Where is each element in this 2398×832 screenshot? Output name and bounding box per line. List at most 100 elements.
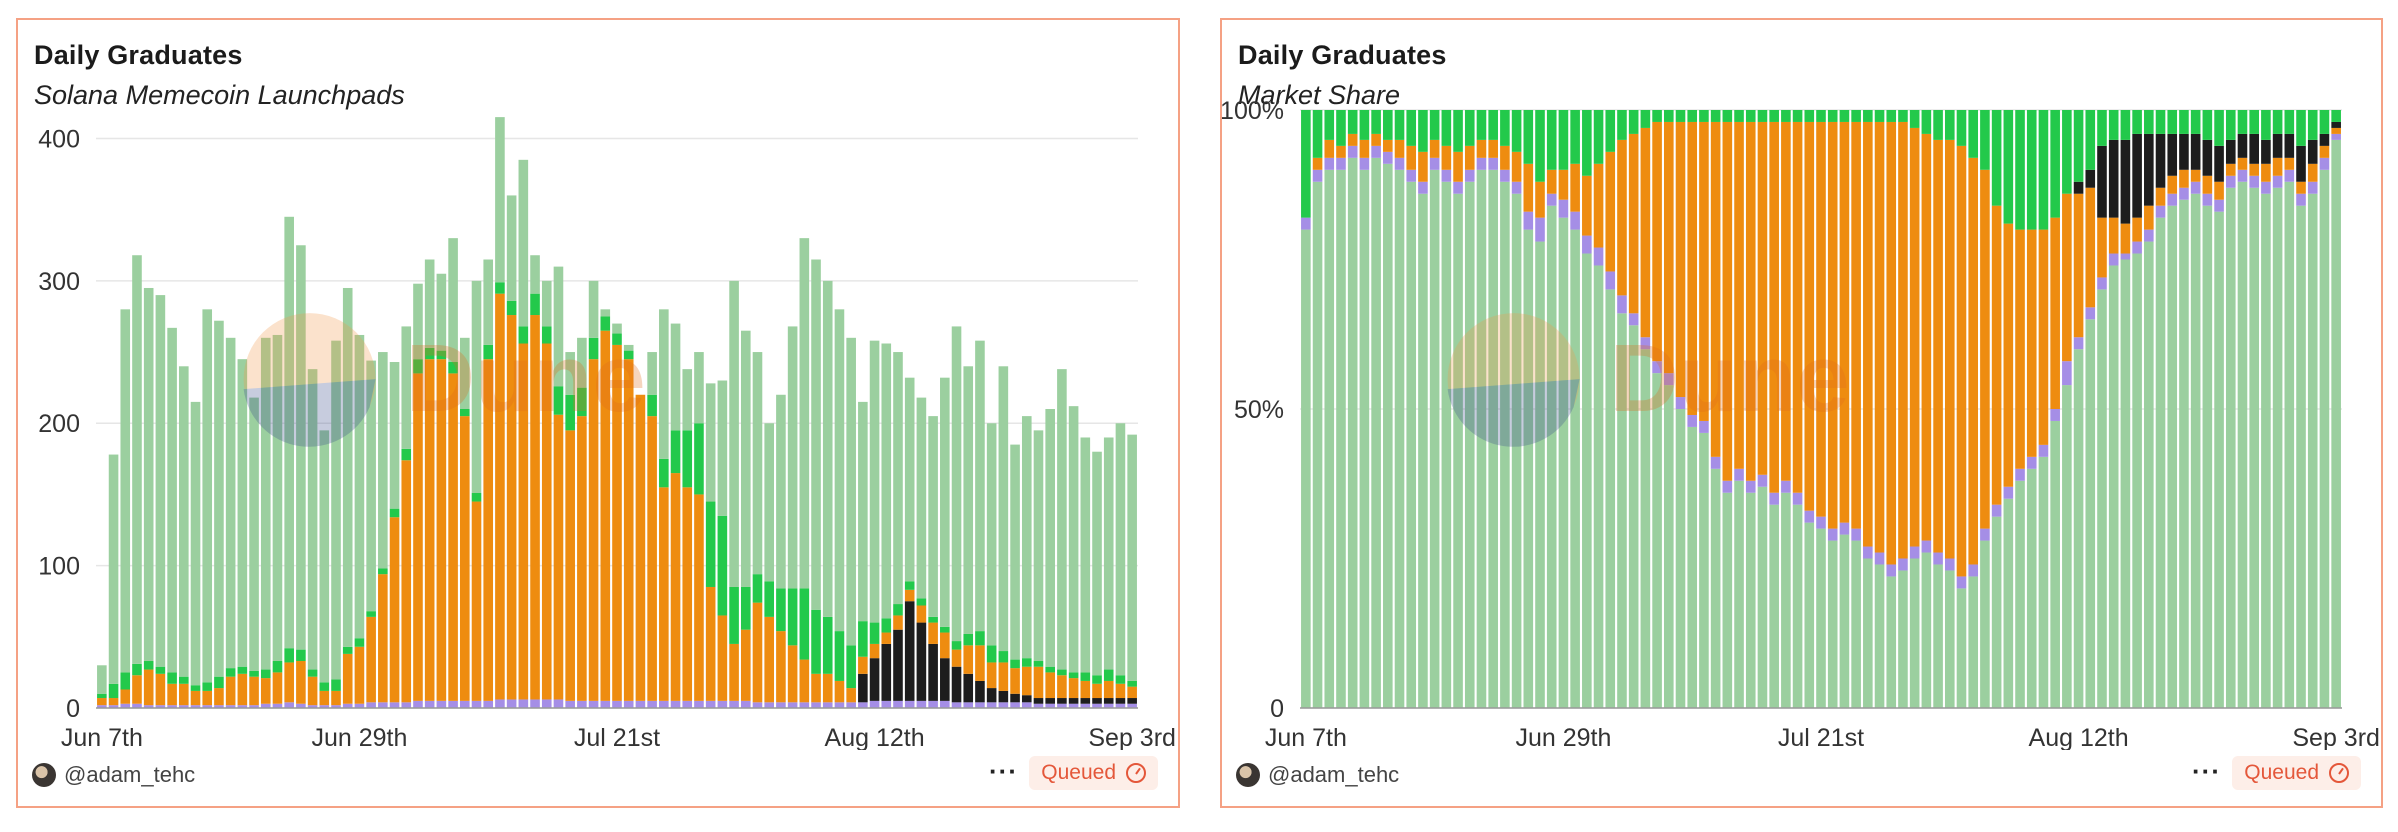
more-options-button[interactable]: ···: [2192, 756, 2221, 786]
bar-segment-pump: [1628, 325, 1639, 708]
bar-segment-purple: [2190, 181, 2201, 194]
bar-segment-pump: [1652, 373, 1662, 708]
bar-segment-purple: [1347, 145, 1358, 158]
bar-segment-moonshot: [1745, 121, 1756, 481]
bar-segment-pump: [565, 352, 575, 395]
bar-segment-green2: [822, 616, 833, 674]
more-options-button[interactable]: ···: [989, 756, 1018, 786]
bar-segment-moonshot: [471, 501, 482, 701]
bar-segment-pump: [108, 454, 119, 684]
bar-segment-black: [2190, 133, 2201, 170]
chart-card-left: Daily Graduates Solana Memecoin Launchpa…: [16, 18, 1180, 808]
bar-segment-moonshot: [1933, 139, 1943, 553]
bar-segment-pump: [1968, 576, 1978, 708]
status-badge[interactable]: Queued: [1029, 756, 1158, 790]
bar-segment-moonshot: [1429, 139, 1440, 158]
bar-segment-green2: [1664, 110, 1674, 122]
bar-segment-green2: [483, 344, 494, 360]
bar-segment-green2: [342, 646, 353, 654]
x-tick-label: Sep 3rd: [1088, 724, 1176, 750]
bar-segment-purple: [1757, 474, 1768, 487]
bar-segment-pump: [1874, 564, 1885, 708]
bar-segment-green2: [1792, 110, 1803, 122]
bar-segment-pump: [2202, 205, 2213, 708]
bar-segment-moonshot: [97, 698, 107, 706]
card-footer: @adam_tehc ··· Queued: [1222, 746, 2381, 806]
bar-segment-black: [2237, 133, 2248, 158]
bar-segment-pump: [1664, 385, 1674, 708]
bar-segment-moonshot: [1057, 675, 1067, 699]
bar-segment-black: [2202, 139, 2213, 176]
bar-segment-purple: [2120, 253, 2131, 260]
bar-segment-green2: [284, 648, 294, 663]
bar-segment-purple: [822, 702, 833, 708]
bar-segment-purple: [132, 703, 142, 708]
bar-segment-green2: [752, 574, 763, 603]
bar-segment-black: [916, 622, 927, 701]
bar-segment-moonshot: [2225, 163, 2236, 176]
bar-segment-moonshot: [2261, 163, 2271, 182]
bar-segment-purple: [2132, 241, 2142, 254]
bar-segment-green2: [1312, 110, 1323, 158]
bar-segment-moonshot: [1570, 163, 1580, 212]
bar-segment-black: [1057, 698, 1067, 704]
bar-segment-pump: [2261, 193, 2271, 709]
bar-segment-green2: [2085, 110, 2096, 170]
bar-segment-purple: [237, 705, 248, 708]
bar-segment-pump: [541, 280, 552, 327]
bar-segment-green2: [1441, 110, 1452, 146]
bar-segment-moonshot: [436, 359, 447, 701]
bar-segment-pump: [1886, 576, 1897, 708]
bar-segment-moonshot: [1406, 145, 1417, 170]
bar-segment-moonshot: [2214, 181, 2224, 200]
avatar: [1236, 763, 1260, 787]
bar-segment-purple: [1640, 337, 1651, 350]
bar-segment-green2: [1570, 110, 1580, 164]
bar-segment-green2: [1909, 110, 1920, 128]
bar-segment-green2: [1605, 110, 1616, 152]
author-link[interactable]: @adam_tehc: [32, 759, 195, 791]
bar-segment-pump: [1980, 540, 1990, 708]
bar-segment-black: [2225, 139, 2236, 164]
bar-segment-pump: [2026, 468, 2037, 708]
bar-segment-pump: [904, 377, 915, 582]
bar-segment-green2: [2237, 110, 2248, 134]
bar-segment-purple: [331, 705, 341, 708]
bar-segment-green2: [1068, 672, 1079, 679]
bar-segment-pump: [2132, 253, 2142, 708]
bar-segment-pump: [2237, 181, 2248, 708]
bar-segment-green2: [2179, 110, 2189, 134]
bar-segment-moonshot: [1827, 121, 1838, 529]
bar-segment-pump: [2272, 187, 2283, 709]
author-link[interactable]: @adam_tehc: [1236, 759, 1399, 791]
bar-segment-purple: [366, 702, 376, 708]
bar-segment-pump: [1301, 229, 1311, 708]
bar-segment-moonshot: [2167, 175, 2178, 194]
bar-segment-green2: [506, 300, 517, 316]
bar-segment-moonshot: [1640, 127, 1651, 338]
bar-segment-moonshot: [401, 460, 412, 703]
bar-segment-pump: [2331, 139, 2341, 708]
y-tick-label: 400: [38, 125, 80, 153]
bar-segment-moonshot: [1804, 121, 1815, 511]
bar-segment-green2: [143, 661, 154, 670]
status-badge[interactable]: Queued: [2232, 756, 2361, 790]
bar-segment-moonshot: [1453, 151, 1463, 182]
bar-segment-purple: [2179, 187, 2189, 200]
bar-segment-purple: [975, 702, 985, 708]
bar-segment-moonshot: [272, 672, 283, 704]
bar-segment-purple: [1441, 169, 1452, 182]
bar-segment-moonshot: [928, 622, 938, 644]
bar-segment-purple: [858, 702, 868, 708]
bar-segment-pump: [1640, 349, 1651, 708]
bar-segment-green2: [1839, 110, 1850, 122]
bar-segment-pump: [846, 337, 856, 646]
bar-segment-green2: [600, 316, 611, 331]
bar-segment-purple: [483, 700, 494, 708]
timer-icon: [1126, 763, 1146, 783]
bar-segment-green2: [1675, 110, 1686, 122]
bar-segment-black: [2085, 169, 2096, 188]
x-tick-label: Jun 29th: [1515, 724, 1611, 750]
bar-segment-green2: [2319, 110, 2330, 134]
bar-segment-pump: [916, 397, 927, 599]
